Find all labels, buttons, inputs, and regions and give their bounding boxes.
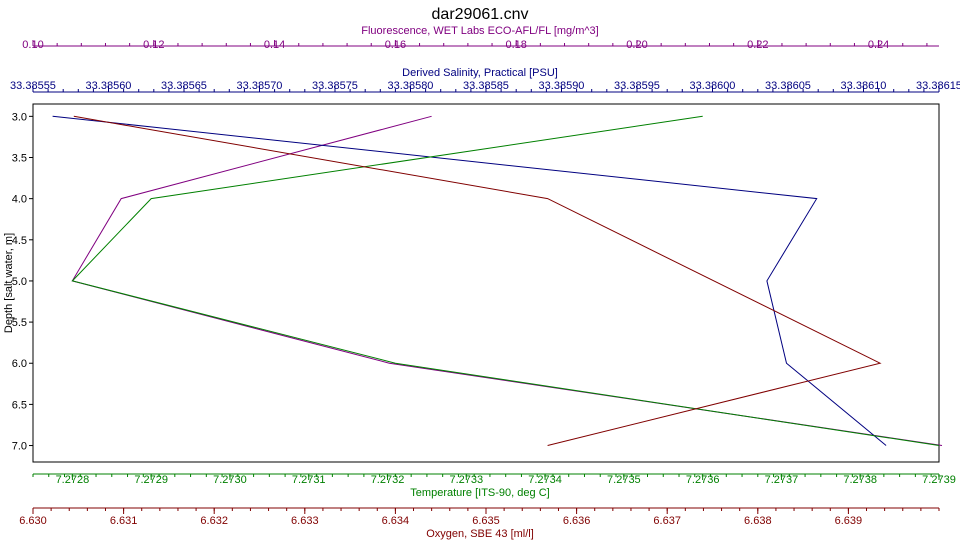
salinity-tick-label: 33.38610 [841,80,887,92]
oxygen-axis-label: Oxygen, SBE 43 [ml/l] [426,528,534,540]
oxygen-tick-label: 6.630 [19,515,47,527]
oxygen-tick-label: 6.639 [835,515,863,527]
temperature-series-line [71,115,940,446]
salinity-tick-label: 33.38600 [690,80,736,92]
oxygen-tick-label: 6.635 [472,515,500,527]
fluorescence-tick-label: 0.16 [385,39,406,51]
oxygen-tick-label: 6.638 [744,515,772,527]
fluorescence-tick-label: 0.20 [626,39,647,51]
y-tick-label: 6.0 [12,358,27,370]
y-tick-label: 4.0 [12,194,27,206]
temperature-tick-label: 7.2729 [134,474,168,486]
oxygen-tick-label: 6.637 [653,515,681,527]
axes-layer: 3.0 3.5 4.0 4.5 5.0 5.5 6.0 6.5 7.0 0.10 0.12 0.14 0… [10,25,960,540]
y-tick-label: 7.0 [12,441,27,453]
y-tick-label: 5.5 [12,317,27,329]
salinity-tick-label: 33.38570 [237,80,283,92]
salinity-tick-label: 33.38555 [10,80,56,92]
temperature-tick-label: 7.2728 [56,474,90,486]
salinity-axis-label: Derived Salinity, Practical [PSU] [402,67,558,79]
y-tick-label: 3.0 [12,111,27,123]
salinity-tick-label: 33.38575 [312,80,358,92]
temperature-tick-label: 7.2739 [922,474,956,486]
oxygen-tick-label: 6.636 [563,515,591,527]
temperature-tick-label: 7.2731 [292,474,326,486]
temperature-tick-label: 7.2732 [371,474,405,486]
salinity-tick-label: 33.38580 [388,80,434,92]
oxygen-series-line [73,115,882,446]
y-axis-label: Depth [salt water, m] [3,233,15,333]
oxygen-tick-label: 6.631 [110,515,138,527]
temperature-tick-label: 7.2738 [843,474,877,486]
temperature-tick-label: 7.2737 [765,474,799,486]
fluorescence-tick-label: 0.10 [22,39,43,51]
fluorescence-tick-label: 0.24 [868,39,889,51]
salinity-series-line [52,115,887,446]
fluorescence-tick-label: 0.22 [747,39,768,51]
temperature-tick-label: 7.2736 [686,474,720,486]
temperature-tick-label: 7.2735 [607,474,641,486]
temperature-tick-label: 7.2730 [213,474,247,486]
oxygen-tick-label: 6.634 [382,515,410,527]
y-tick-label: 5.0 [12,276,27,288]
fluorescence-axis-label: Fluorescence, WET Labs ECO-AFL/FL [mg/m^… [361,25,598,37]
salinity-tick-label: 33.38605 [765,80,811,92]
chart-title: dar29061.cnv [432,6,529,23]
y-tick-label: 4.5 [12,235,27,247]
salinity-tick-label: 33.38595 [614,80,660,92]
fluorescence-tick-label: 0.12 [143,39,164,51]
temperature-axis-label: Temperature [ITS-90, deg C] [410,487,549,499]
temperature-tick-label: 7.2733 [449,474,483,486]
salinity-tick-label: 33.38585 [463,80,509,92]
temperature-tick-label: 7.2734 [528,474,562,486]
fluorescence-tick-label: 0.14 [264,39,285,51]
salinity-tick-label: 33.38590 [539,80,585,92]
salinity-tick-label: 33.38560 [86,80,132,92]
salinity-tick-label: 33.38565 [161,80,207,92]
plot-area [32,103,940,463]
oxygen-tick-label: 6.633 [291,515,319,527]
series-layer [52,115,943,446]
fluorescence-tick-label: 0.18 [505,39,526,51]
oxygen-tick-label: 6.632 [200,515,228,527]
y-tick-label: 6.5 [12,399,27,411]
y-tick-label: 3.5 [12,152,27,164]
salinity-tick-label: 33.38615 [916,80,960,92]
